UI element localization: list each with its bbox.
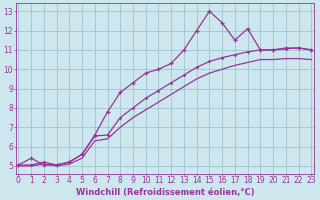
X-axis label: Windchill (Refroidissement éolien,°C): Windchill (Refroidissement éolien,°C) [76,188,254,197]
